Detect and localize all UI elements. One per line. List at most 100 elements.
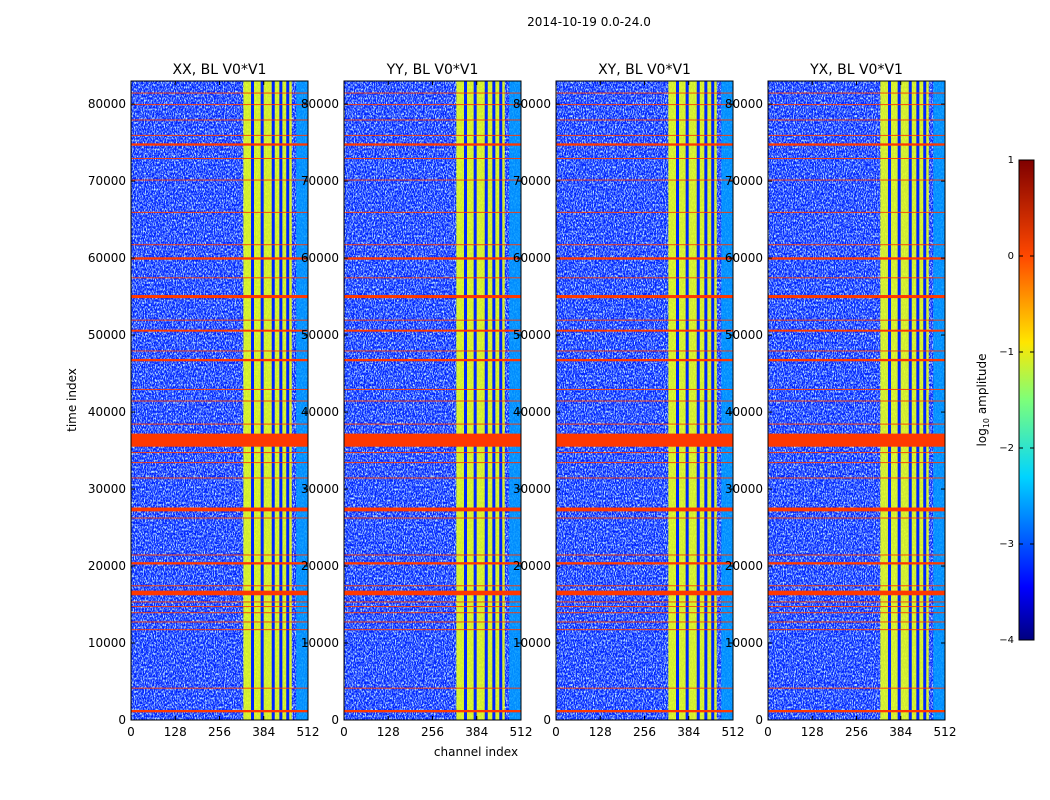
y-tick-label: 80000	[513, 97, 551, 111]
x-tick-label: 384	[465, 725, 488, 739]
flagged-time-line	[556, 606, 733, 608]
flagged-time-range	[344, 295, 521, 299]
y-tick-label: 70000	[725, 174, 763, 188]
flagged-time-line	[131, 554, 308, 556]
flagged-time-range	[131, 590, 308, 596]
flagged-time-range	[556, 590, 733, 596]
y-tick-label: 30000	[301, 482, 339, 496]
panel-yx: YX, BL V0*V1 0 128 256 384 512 0 10000 20000 3000…	[725, 62, 957, 739]
flagged-time-range	[768, 143, 945, 146]
flagged-time-range	[768, 295, 945, 299]
flagged-time-line	[131, 601, 308, 603]
flagged-time-line	[768, 517, 945, 519]
colorbar-tick-label: 1	[1008, 155, 1014, 166]
flagged-time-line	[768, 612, 945, 614]
x-axis-label: channel index	[434, 745, 518, 759]
y-tick-label: 10000	[725, 636, 763, 650]
flagged-time-line	[556, 423, 733, 425]
flagged-time-line	[344, 134, 521, 136]
flagged-time-range	[768, 507, 945, 512]
flagged-time-line	[768, 211, 945, 213]
y-tick-label: 60000	[513, 251, 551, 265]
flagged-time-line	[344, 388, 521, 390]
y-axis-label: time index	[65, 368, 79, 432]
flagged-time-line	[768, 244, 945, 246]
flagged-time-range	[131, 295, 308, 299]
flagged-time-line	[768, 119, 945, 121]
flagged-time-line	[344, 612, 521, 614]
flagged-time-range	[768, 709, 945, 713]
x-tick-label: 0	[552, 725, 560, 739]
flagged-time-line	[556, 554, 733, 556]
flagged-time-line	[768, 92, 945, 94]
y-tick-label: 50000	[513, 328, 551, 342]
flagged-time-line	[344, 400, 521, 402]
flagged-time-line	[556, 92, 733, 94]
y-tick-label: 70000	[513, 174, 551, 188]
flagged-time-range	[556, 562, 733, 565]
flagged-time-line	[344, 350, 521, 352]
colorbar-tick-label: −4	[999, 635, 1014, 646]
figure-suptitle: 2014-10-19 0.0-24.0	[527, 15, 651, 29]
y-tick-label: 40000	[88, 405, 126, 419]
flagged-time-line	[768, 601, 945, 603]
heatmap-image	[768, 81, 945, 720]
y-tick-label: 50000	[301, 328, 339, 342]
flagged-time-line	[768, 104, 945, 106]
flagged-time-line	[556, 687, 733, 689]
flagged-time-line	[556, 350, 733, 352]
x-tick-label: 384	[677, 725, 700, 739]
y-tick-label: 50000	[725, 328, 763, 342]
x-tick-label: 256	[208, 725, 231, 739]
flagged-time-line	[344, 211, 521, 213]
flagged-time-range	[131, 358, 308, 362]
x-tick-label: 128	[377, 725, 400, 739]
x-tick-label: 128	[589, 725, 612, 739]
flagged-time-range	[556, 257, 733, 260]
flagged-time-line	[344, 585, 521, 587]
panel-xy: XY, BL V0*V1 0 128 256 384 512 0 10000 20000 3000…	[513, 62, 745, 739]
flagged-time-line	[344, 157, 521, 159]
flagged-time-line	[344, 554, 521, 556]
y-tick-label: 30000	[513, 482, 551, 496]
flagged-time-line	[131, 134, 308, 136]
flagged-time-range	[131, 562, 308, 565]
y-tick-label: 60000	[725, 251, 763, 265]
flagged-time-range	[131, 257, 308, 260]
flagged-time-line	[131, 687, 308, 689]
x-tick-label: 256	[633, 725, 656, 739]
y-tick-label: 0	[118, 713, 126, 727]
flagged-time-line	[131, 104, 308, 106]
flagged-time-line	[131, 612, 308, 614]
flagged-time-range	[768, 358, 945, 362]
y-tick-label: 30000	[725, 482, 763, 496]
flagged-time-line	[131, 157, 308, 159]
flagged-time-line	[556, 134, 733, 136]
x-tick-label: 512	[297, 725, 320, 739]
flagged-time-line	[556, 629, 733, 631]
colorbar-gradient	[1018, 159, 1035, 641]
flagged-time-line	[344, 629, 521, 631]
flagged-time-line	[556, 157, 733, 159]
flagged-time-line	[131, 388, 308, 390]
y-tick-label: 80000	[88, 97, 126, 111]
flagged-time-line	[768, 134, 945, 136]
y-tick-label: 0	[543, 713, 551, 727]
flagged-time-line	[556, 477, 733, 479]
flagged-time-range	[131, 507, 308, 512]
flagged-time-line	[556, 104, 733, 106]
flagged-time-line	[556, 462, 733, 464]
x-tick-label: 384	[252, 725, 275, 739]
flagged-time-range	[556, 358, 733, 362]
y-tick-label: 10000	[301, 636, 339, 650]
flagged-time-line	[344, 119, 521, 121]
flagged-time-range	[768, 329, 945, 332]
y-tick-label: 60000	[88, 251, 126, 265]
y-tick-label: 20000	[513, 559, 551, 573]
panel-title: XX, BL V0*V1	[173, 62, 267, 78]
flagged-time-line	[556, 319, 733, 321]
flagged-time-line	[768, 629, 945, 631]
flagged-time-line	[131, 585, 308, 587]
y-tick-label: 0	[755, 713, 763, 727]
flagged-time-range	[556, 295, 733, 299]
